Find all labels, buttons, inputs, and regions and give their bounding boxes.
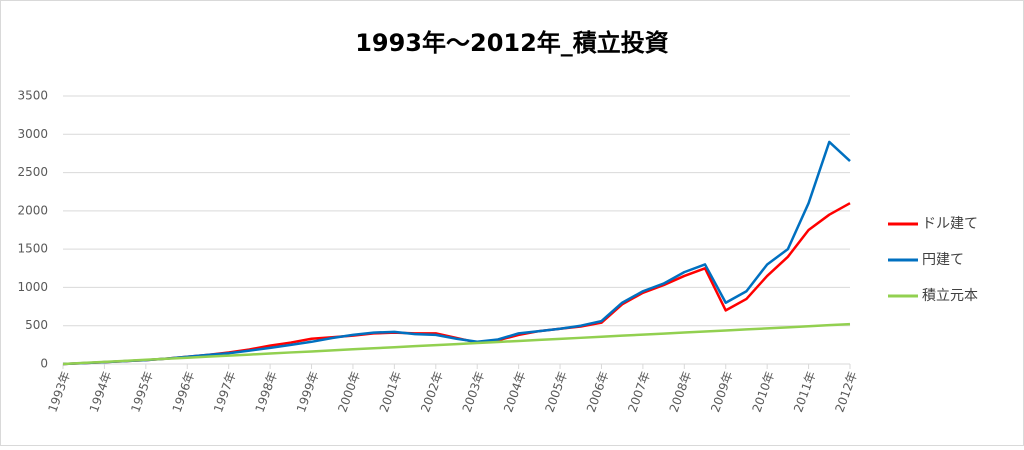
legend-label: 円建て: [922, 252, 964, 268]
y-tick-label: 3000: [17, 127, 48, 141]
chart-title: 1993年～2012年_積立投資: [355, 29, 669, 57]
y-tick-label: 3500: [17, 89, 48, 103]
legend-label: 積立元本: [922, 288, 978, 304]
series-line: [62, 322, 851, 366]
series-line: [62, 140, 851, 366]
legend-label: ドル建て: [922, 216, 978, 232]
y-tick-label: 1000: [17, 280, 48, 294]
y-tick-label: 2500: [17, 165, 48, 179]
y-tick-label: 2000: [17, 203, 48, 217]
y-tick-label: 0: [40, 357, 48, 371]
y-tick-label: 1500: [17, 242, 48, 256]
y-tick-label: 500: [25, 318, 48, 332]
